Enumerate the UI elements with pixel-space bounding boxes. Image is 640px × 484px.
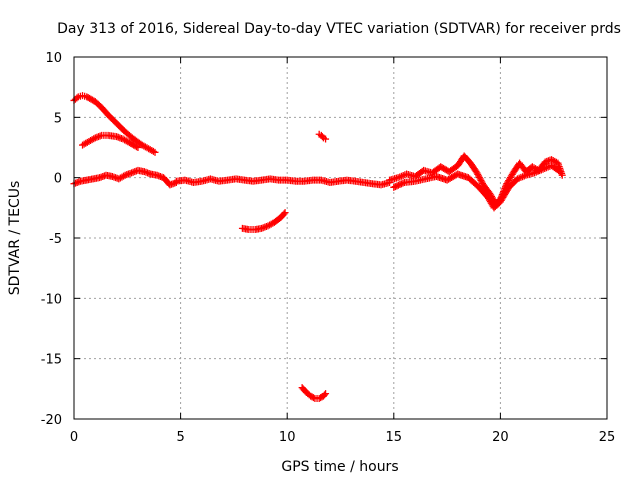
data-point-interp [555,167,563,175]
data-point-interp [391,183,399,191]
data-point [134,144,142,151]
data-point-interp [475,173,483,181]
x-tick-label: 0 [70,430,78,445]
axis-ticks [73,56,608,420]
data-point [322,390,330,398]
y-tick-label: 0 [54,172,62,187]
data-point-interp [396,181,404,189]
x-tick-label: 20 [492,430,509,445]
y-tick-label: -15 [41,353,62,368]
data-point [390,183,398,191]
data-point [556,168,564,176]
y-tick-label: 10 [45,51,62,66]
y-tick-label: -5 [49,232,62,247]
data-point-interp [90,135,98,143]
data-point [281,209,289,217]
series-arc-rising-hump [79,131,142,151]
data-point [558,171,566,179]
series-short-segment-positive [315,130,330,143]
x-tick-labels: 0 5 10 15 20 25 [70,430,615,445]
series-baseline-noisy-lower [390,162,564,212]
data-point-interp [477,176,485,184]
data-point-interp [73,94,81,102]
series-baseline-early [70,166,180,189]
data-point-interp [280,210,288,218]
data-point-interp [309,394,317,402]
series-arc-deep-negative [298,384,330,402]
data-point-interp [321,391,329,399]
x-tick-label: 5 [176,430,184,445]
data-point-interp [474,170,482,178]
y-axis-label: SDTVAR / TECUs [7,181,23,296]
data-point-interp [397,180,405,188]
series-baseline-mid [172,175,394,189]
y-tick-label: -20 [41,413,62,428]
x-axis-label: GPS time / hours [281,459,398,475]
series-arc-negative-mid [238,209,289,234]
data-point-interp [478,178,486,186]
data-point-interp [149,147,157,155]
data-point-interp [476,175,484,183]
y-tick-label: -10 [41,292,62,307]
x-tick-label: 25 [599,430,616,445]
data-points [70,92,566,402]
data-point-interp [393,182,401,190]
chart-title: Day 313 of 2016, Sidereal Day-to-day VTE… [57,21,621,37]
data-point [473,169,481,177]
data-point [322,135,330,143]
y-tick-labels: 10 5 0 -5 -10 -15 -20 [41,51,62,428]
data-point-interp [120,172,128,180]
data-point [151,148,159,156]
data-point-interp [475,172,483,180]
series-arc-decreasing-top [70,92,159,156]
data-point-interp [394,181,402,189]
x-tick-label: 15 [386,430,403,445]
x-tick-label: 10 [279,430,296,445]
data-point-interp [399,179,407,187]
y-tick-label: 5 [54,111,62,126]
data-point-interp [133,143,141,151]
